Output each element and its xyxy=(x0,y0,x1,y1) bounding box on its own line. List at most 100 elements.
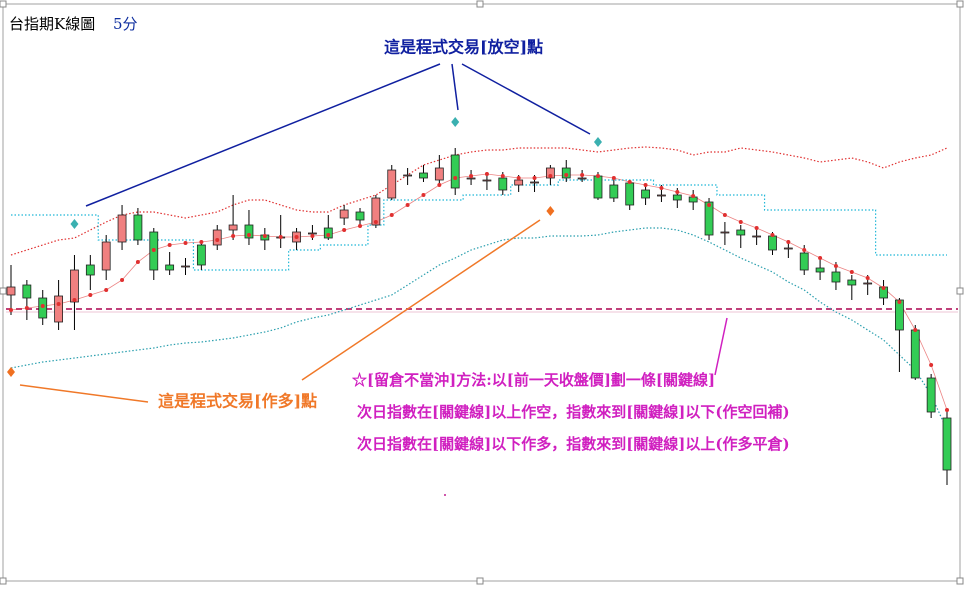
chart-subtitle: 5分 xyxy=(113,15,138,33)
indicator-line xyxy=(10,227,948,431)
indicator-dot xyxy=(326,233,331,237)
indicator-dot xyxy=(595,174,600,178)
indicator-dot xyxy=(627,180,632,184)
candle-body xyxy=(419,172,428,179)
indicator-dot xyxy=(278,235,283,239)
candle-body xyxy=(434,167,444,181)
chart-title: 台指期K線圖 xyxy=(9,15,95,33)
candle-body xyxy=(387,169,397,199)
indicator-dot xyxy=(183,241,188,245)
indicator-dot xyxy=(453,176,458,180)
annotation: ☆[留倉不當沖]方法:以[前一天收盤價]劃一條[關鍵線] xyxy=(352,371,715,389)
indicator-dot xyxy=(199,240,204,244)
candle-body xyxy=(799,252,809,271)
candle-body xyxy=(514,179,524,186)
indicator-dot xyxy=(564,173,569,177)
indicator-line xyxy=(10,173,948,411)
candle-body xyxy=(355,211,365,221)
indicator-dot xyxy=(421,193,426,197)
candle-body xyxy=(117,214,127,243)
candle-body xyxy=(403,174,413,177)
indicator-dot xyxy=(40,304,45,308)
candle-body xyxy=(6,286,16,296)
indicator-dot xyxy=(167,243,172,247)
indicator-dot xyxy=(262,234,267,238)
candle-body xyxy=(609,184,619,199)
indicator-dot xyxy=(865,276,870,280)
indicator-dot xyxy=(484,172,489,176)
indicator-line xyxy=(10,146,948,256)
signal-marker xyxy=(546,206,555,216)
candle-body xyxy=(133,214,143,241)
indicator-dot xyxy=(215,238,220,242)
candle-body xyxy=(498,177,508,191)
candle-body xyxy=(450,154,460,189)
candle-body xyxy=(181,265,190,268)
indicator-dot xyxy=(310,234,315,238)
indicator-dot xyxy=(469,174,474,178)
candle-body xyxy=(244,224,254,239)
candle-body xyxy=(466,177,476,180)
annotation-arrows xyxy=(19,63,728,496)
indicator-dot xyxy=(675,190,680,194)
indicator-dot xyxy=(770,233,775,237)
indicator-dot xyxy=(548,174,553,178)
candle-body xyxy=(70,269,79,303)
candle-body xyxy=(847,279,857,286)
indicator-dot xyxy=(405,203,410,207)
candle-body xyxy=(54,295,63,323)
signal-marker xyxy=(451,117,460,127)
candle-body xyxy=(165,264,175,271)
indicator-dot xyxy=(88,293,93,297)
candle-body xyxy=(910,329,920,379)
indicator-dot xyxy=(786,240,791,244)
indicator-dot xyxy=(643,183,648,187)
indicator-dot xyxy=(342,228,347,232)
indicator-dot xyxy=(881,286,886,290)
indicator-dot xyxy=(659,186,664,190)
candle-body xyxy=(625,182,635,206)
candle-body xyxy=(657,194,666,197)
indicator-dot xyxy=(9,308,13,312)
indicator-dot xyxy=(151,248,156,252)
indicator-dot xyxy=(722,213,727,217)
frame xyxy=(2,3,961,582)
indicator-dot xyxy=(818,256,823,260)
signal-marker xyxy=(7,367,15,377)
indicator-dot xyxy=(373,220,378,224)
indicator-dot xyxy=(389,213,394,217)
indicator-dot xyxy=(833,264,838,268)
indicator-dot xyxy=(104,288,109,292)
candle-body xyxy=(339,209,349,219)
candle-body xyxy=(482,179,492,182)
candle-body xyxy=(942,417,952,471)
indicator-dot xyxy=(738,220,743,224)
indicator-dot xyxy=(135,260,140,264)
indicator-dot xyxy=(56,302,61,306)
candle-body xyxy=(22,284,32,299)
indicator-dot xyxy=(580,173,585,177)
candle-body xyxy=(720,231,730,234)
indicator-dot xyxy=(945,408,949,412)
candle-body xyxy=(736,229,746,236)
indicator-dot xyxy=(611,176,616,180)
candle-body xyxy=(101,241,111,271)
candle-body xyxy=(212,229,222,246)
candle-body xyxy=(308,232,317,235)
indicator-dot xyxy=(516,176,521,180)
indicator-dot xyxy=(358,224,363,228)
annotation: 次日指數在[關鍵線]以下作多，指數來到[關鍵線]以上(作多平倉) xyxy=(357,435,790,453)
indicator-dot xyxy=(802,248,807,252)
candle-body xyxy=(815,267,825,273)
indicator-dot xyxy=(231,234,236,238)
indicator-dot xyxy=(120,278,125,282)
candle-body xyxy=(371,197,381,226)
candle-body xyxy=(577,177,587,180)
annotation: 這是程式交易[放空]點 xyxy=(384,38,543,57)
candle-body xyxy=(831,271,841,283)
annotation: 這是程式交易[作多]點 xyxy=(158,392,317,411)
indicator-dot xyxy=(72,298,77,302)
indicator-dot xyxy=(707,203,712,207)
indicator-dot xyxy=(913,328,918,332)
